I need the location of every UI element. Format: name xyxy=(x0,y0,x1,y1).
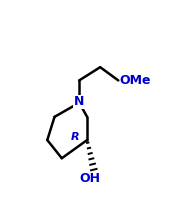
Text: N: N xyxy=(74,95,84,108)
Text: OH: OH xyxy=(79,172,101,185)
Text: OMe: OMe xyxy=(120,74,151,87)
Text: R: R xyxy=(70,132,79,142)
